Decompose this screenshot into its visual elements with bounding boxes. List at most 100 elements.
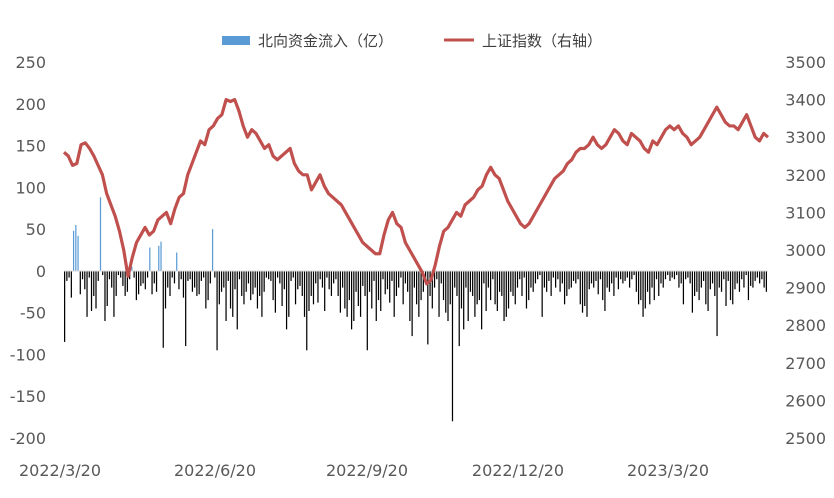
bar (761, 270, 763, 280)
bar (402, 270, 404, 305)
bar (501, 270, 503, 296)
bar (117, 270, 120, 276)
bar (207, 270, 209, 301)
bar (599, 270, 602, 280)
bar (454, 270, 456, 288)
bar (534, 270, 537, 284)
bar (750, 270, 752, 286)
bar (84, 270, 86, 290)
x-axis: 2022/3/20 2022/6/20 2022/9/20 2022/12/20 202… (19, 461, 709, 480)
bar (375, 270, 377, 322)
bar (595, 270, 597, 281)
bar (169, 270, 171, 296)
bar (75, 224, 77, 271)
bar (209, 270, 211, 284)
bar (741, 270, 743, 280)
bar (698, 270, 700, 301)
bar (507, 270, 510, 309)
y-right-tick-label: 2700 (785, 354, 826, 373)
bar (366, 270, 368, 351)
bar (409, 270, 411, 322)
bar (644, 270, 646, 309)
bar (581, 270, 584, 313)
bar (481, 270, 483, 330)
bar (115, 270, 117, 296)
bar (113, 270, 115, 317)
bar (288, 270, 290, 317)
bar (640, 270, 642, 301)
bar (368, 270, 371, 292)
bar (79, 270, 81, 295)
bar (736, 270, 738, 284)
bar (729, 270, 732, 301)
bar (530, 270, 532, 288)
bar (519, 270, 521, 280)
bar (563, 270, 566, 305)
bar (451, 270, 454, 422)
bar (673, 270, 676, 280)
bar (276, 270, 279, 278)
bar (593, 270, 595, 288)
bar (422, 270, 424, 292)
bar (496, 270, 498, 311)
bar (64, 270, 66, 342)
bar (694, 270, 696, 296)
bar (120, 270, 122, 278)
bar (463, 270, 465, 330)
bar (315, 270, 317, 284)
bar (579, 270, 581, 305)
bar (346, 270, 348, 317)
y-left-tick-label: -150 (10, 387, 46, 406)
bar (151, 270, 153, 295)
bar (427, 270, 429, 345)
bar (460, 270, 463, 309)
x-tick-label: 2022/3/20 (19, 461, 101, 480)
bar (259, 270, 261, 296)
bar (503, 270, 505, 322)
bar (196, 270, 198, 296)
bar (294, 270, 297, 305)
bar (442, 270, 445, 301)
bar (227, 270, 229, 281)
y-right-tick-label: 3000 (785, 241, 826, 260)
bar (317, 270, 319, 303)
bar (557, 270, 559, 280)
bar (236, 270, 238, 330)
bar (146, 270, 149, 278)
bar (337, 270, 339, 296)
bar (70, 270, 72, 298)
bar (306, 270, 308, 351)
bar (158, 245, 160, 271)
bar (218, 270, 220, 305)
y-left-tick-label: -200 (10, 429, 46, 448)
y-left-tick-label: -50 (20, 304, 46, 323)
y-right-tick-label: 2900 (785, 279, 826, 298)
bar (418, 270, 420, 317)
bar (348, 270, 350, 301)
bar (416, 270, 418, 305)
bar (216, 270, 218, 351)
bar (252, 270, 254, 295)
y-axis-left: 250 200 150 100 50 0 -50 -100 -150 -200 (10, 53, 46, 448)
bar (660, 270, 662, 284)
bar (745, 270, 747, 276)
bar (510, 270, 512, 292)
bar (88, 270, 90, 278)
bar (465, 270, 467, 288)
bar (131, 266, 133, 271)
bar (626, 270, 628, 278)
bar (474, 270, 476, 317)
bar (77, 235, 79, 271)
bar (476, 270, 478, 305)
bar (676, 270, 678, 276)
bar (350, 270, 353, 330)
bar (321, 270, 324, 288)
bar (292, 270, 294, 278)
bar (635, 270, 637, 292)
bar (203, 270, 205, 278)
bar (467, 270, 469, 322)
bar (95, 270, 97, 309)
bar (561, 270, 563, 284)
y-right-tick-label: 2500 (785, 429, 826, 448)
bar (232, 270, 234, 317)
